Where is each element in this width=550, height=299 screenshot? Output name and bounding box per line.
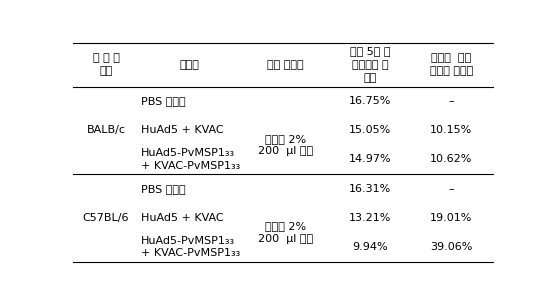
Text: 16.75%: 16.75% xyxy=(349,96,392,106)
Text: 원충률 2%
200  μl 접종: 원충률 2% 200 μl 접종 xyxy=(257,221,312,244)
Text: 대조군  대비
원충률 감소율: 대조군 대비 원충률 감소율 xyxy=(430,53,473,76)
Text: 10.62%: 10.62% xyxy=(430,155,472,164)
Text: HuAd5-PvMSP1₃₃
+ KVAC-PvMSP1₃₃: HuAd5-PvMSP1₃₃ + KVAC-PvMSP1₃₃ xyxy=(141,148,240,171)
Text: HuAd5-PvMSP1₃₃
+ KVAC-PvMSP1₃₃: HuAd5-PvMSP1₃₃ + KVAC-PvMSP1₃₃ xyxy=(141,236,240,258)
Text: 16.31%: 16.31% xyxy=(349,184,392,193)
Text: 9.94%: 9.94% xyxy=(353,242,388,252)
Text: 39.06%: 39.06% xyxy=(430,242,472,252)
Text: 10.15%: 10.15% xyxy=(430,125,472,135)
Text: PBS 투여군: PBS 투여군 xyxy=(141,96,186,106)
Text: 14.97%: 14.97% xyxy=(349,155,392,164)
Text: PBS 투여군: PBS 투여군 xyxy=(141,184,186,193)
Text: 감염 원충률: 감염 원충률 xyxy=(267,60,304,70)
Text: HuAd5 + KVAC: HuAd5 + KVAC xyxy=(141,213,224,223)
Text: 15.05%: 15.05% xyxy=(349,125,392,135)
Text: 원충률 2%
200  μl 접종: 원충률 2% 200 μl 접종 xyxy=(257,134,312,156)
Text: 감염 5일 후
말초혈액 원
충률: 감염 5일 후 말초혈액 원 충률 xyxy=(350,46,390,83)
Text: 마 우 스
계통: 마 우 스 계통 xyxy=(92,53,119,76)
Text: HuAd5 + KVAC: HuAd5 + KVAC xyxy=(141,125,224,135)
Text: 13.21%: 13.21% xyxy=(349,213,392,223)
Text: BALB/c: BALB/c xyxy=(86,125,125,135)
Text: –: – xyxy=(448,96,454,106)
Text: 19.01%: 19.01% xyxy=(430,213,472,223)
Text: C57BL/6: C57BL/6 xyxy=(83,213,129,223)
Text: 실험군: 실험군 xyxy=(179,60,199,70)
Text: –: – xyxy=(448,184,454,193)
